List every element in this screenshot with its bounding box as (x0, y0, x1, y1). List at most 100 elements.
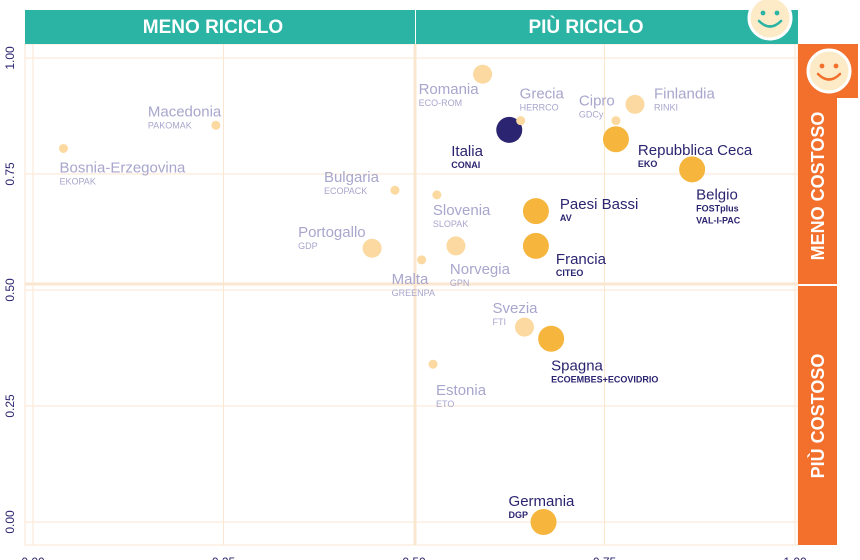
smiley-icon (747, 0, 793, 41)
point-name-label: Malta (392, 271, 429, 288)
point-marker (530, 509, 557, 535)
point-scheme-label: ECOEMBES+ECOVIDRIO (551, 375, 658, 385)
point-name-label: Bulgaria (324, 169, 380, 186)
point-scheme-label: AV (560, 213, 572, 223)
point-marker (446, 236, 466, 256)
point-marker (679, 156, 706, 183)
y-tick-label: 0.50 (3, 278, 17, 302)
point-name-label: Belgio (696, 186, 738, 203)
x-tick-label: 0.00 (21, 555, 45, 560)
point-scheme-label: CONAI (451, 160, 480, 170)
point-scheme-label: ETO (436, 399, 454, 409)
point-scheme-label: SLOPAK (433, 219, 468, 229)
point-scheme-label: VAL-I-PAC (696, 215, 741, 225)
point-marker (473, 64, 493, 84)
point-name-label: Norvegia (450, 261, 511, 278)
point-marker (362, 238, 382, 258)
point-scheme-label: EKO (638, 159, 658, 169)
side-top-label: MENO COSTOSO (808, 112, 828, 261)
grid (24, 43, 799, 546)
point-marker (514, 317, 534, 337)
point-name-label: Spagna (551, 358, 603, 375)
point-name-label: Germania (509, 493, 576, 510)
x-tick-label: 1.00 (783, 555, 807, 560)
point-marker (390, 185, 400, 195)
x-tick-label: 0.25 (212, 555, 236, 560)
point-name-label: Grecia (520, 86, 565, 103)
point-scheme-label: FOSTplus (696, 203, 739, 213)
y-tick-label: 1.00 (3, 46, 17, 70)
y-axis-ticks: 0.00 0.25 0.50 0.75 1.00 (3, 46, 17, 534)
point-name-label: Bosnia-Erzegovina (59, 159, 186, 176)
point-marker (58, 143, 68, 153)
point-scheme-label: HERRCO (520, 103, 559, 113)
point-marker (522, 232, 549, 259)
point-marker (417, 255, 427, 265)
point-marker (602, 126, 629, 153)
point-scheme-label: GPN (450, 278, 470, 288)
point-name-label: Finlandia (654, 85, 716, 102)
x-tick-label: 0.75 (593, 555, 617, 560)
point-scheme-label: PAKOMAK (148, 120, 192, 130)
y-tick-label: 0.75 (3, 162, 17, 186)
x-tick-label: 0.50 (402, 555, 426, 560)
smiley-icon-right (806, 48, 852, 94)
point-scheme-label: RINKI (654, 102, 678, 112)
point-marker (211, 120, 221, 130)
point-scheme-label: CITEO (556, 268, 584, 278)
point-scheme-label: GREENPA (392, 288, 435, 298)
y-tick-label: 0.25 (3, 394, 17, 418)
header-left-label: MENO RICICLO (143, 17, 283, 38)
point-scheme-label: FTI (492, 317, 506, 327)
side-piu-costoso (798, 286, 837, 545)
point-marker (625, 94, 645, 114)
point-name-label: Cipro (579, 93, 615, 110)
point-name-label: Svezia (492, 300, 538, 317)
point-scheme-label: ECO-ROM (419, 98, 463, 108)
point-name-label: Macedonia (148, 103, 222, 120)
point-name-label: Italia (451, 143, 483, 160)
point-marker (428, 359, 438, 369)
point-marker (516, 116, 526, 126)
point-name-label: Estonia (436, 382, 487, 399)
point-name-label: Romania (419, 81, 480, 98)
point-marker (432, 190, 442, 200)
point-scheme-label: GDP (298, 241, 318, 251)
x-axis-ticks: 0.00 0.25 0.50 0.75 1.00 (21, 555, 807, 560)
side-bottom-label: PIÙ COSTOSO (807, 354, 828, 479)
point-name-label: Slovenia (433, 202, 491, 219)
header-right-label: PIÙ RICICLO (528, 16, 643, 38)
point-marker (496, 116, 523, 143)
point-name-label: Portogallo (298, 224, 366, 241)
point-marker (538, 325, 565, 352)
point-scheme-label: GDCy (579, 110, 604, 120)
point-scheme-label: EKOPAK (59, 176, 95, 186)
point-name-label: Francia (556, 251, 607, 268)
point-marker (522, 198, 549, 225)
point-scheme-label: DGP (509, 510, 529, 520)
point-name-label: Paesi Bassi (560, 196, 638, 213)
header-meno-riciclo (25, 10, 415, 44)
point-scheme-label: ECOPACK (324, 186, 367, 196)
